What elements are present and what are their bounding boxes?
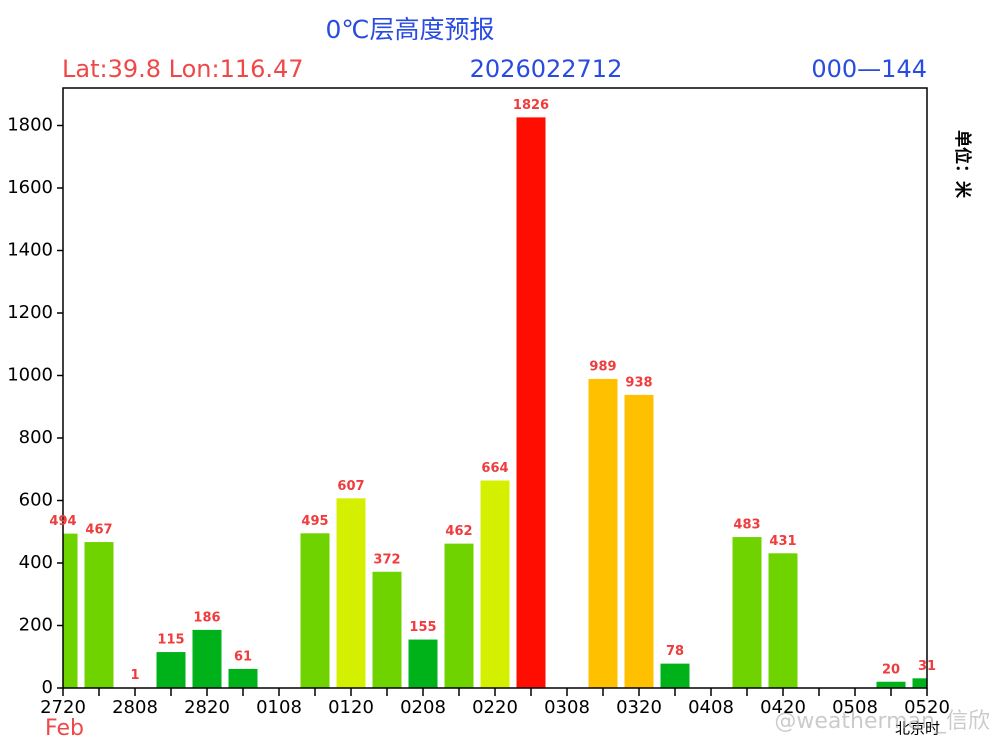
bar (912, 678, 927, 688)
value-label: 31 (918, 659, 936, 674)
x-tick-label: 0408 (688, 697, 734, 718)
value-label: 78 (666, 644, 684, 659)
bar (63, 533, 78, 688)
init-time: 2026022712 (470, 55, 623, 83)
unit-label: 单位：米 (952, 130, 973, 199)
y-tick-label: 1000 (7, 365, 53, 386)
x-tick-label: 2820 (184, 697, 230, 718)
value-label: 372 (373, 552, 400, 567)
y-tick-label: 800 (19, 427, 53, 448)
bar (480, 480, 510, 688)
x-tick-label: 0120 (328, 697, 374, 718)
bar (588, 378, 618, 688)
value-label: 20 (882, 662, 900, 677)
location: Lat:39.8 Lon:116.47 (62, 55, 304, 83)
bar (228, 668, 258, 688)
x-tick-label: 0208 (400, 697, 446, 718)
value-label: 495 (301, 514, 328, 529)
month-label: Feb (45, 716, 84, 741)
value-label: 467 (85, 523, 112, 538)
bar (516, 117, 546, 688)
watermark: @weatherman_信欣 (774, 709, 990, 734)
value-label: 938 (625, 375, 652, 390)
value-label: 483 (733, 518, 760, 533)
time-label: 北京时 (895, 720, 940, 738)
x-tick-label: 0220 (472, 697, 518, 718)
bar (444, 543, 474, 688)
bar (408, 639, 438, 688)
x-tick-label: 0108 (256, 697, 302, 718)
value-label: 115 (157, 633, 184, 648)
x-tick-label: 0508 (832, 697, 878, 718)
x-tick-label: 0320 (616, 697, 662, 718)
bar (768, 553, 798, 688)
value-label: 462 (445, 524, 472, 539)
plot-area (63, 117, 927, 688)
bar (372, 571, 402, 688)
bar (300, 533, 330, 688)
bar (84, 542, 114, 688)
bar (156, 652, 186, 688)
value-label: 186 (193, 610, 220, 625)
x-tick-label: 0308 (544, 697, 590, 718)
y-tick-label: 200 (19, 615, 53, 636)
x-tick-label: 0420 (760, 697, 806, 718)
x-tick-label: 0520 (904, 697, 950, 718)
y-tick-label: 1200 (7, 302, 53, 323)
bar (876, 681, 906, 688)
y-tick-label: 1600 (7, 177, 53, 198)
value-label: 1826 (513, 98, 549, 113)
x-tick-label: 2808 (112, 697, 158, 718)
value-label: 431 (769, 534, 796, 549)
chart-title: 0℃层高度预报 (326, 15, 495, 44)
value-label: 989 (589, 359, 616, 374)
bar (192, 629, 222, 688)
x-tick-label: 2720 (40, 697, 86, 718)
forecast-range: 000—144 (811, 55, 927, 83)
value-label: 1 (130, 668, 139, 683)
value-label: 155 (409, 620, 436, 635)
bar (336, 498, 366, 688)
y-tick-label: 1400 (7, 240, 53, 261)
y-tick-label: 0 (42, 677, 53, 698)
value-label: 494 (49, 514, 76, 529)
bar (624, 394, 654, 688)
value-label: 664 (481, 461, 508, 476)
bar (660, 663, 690, 688)
bar (732, 537, 762, 688)
y-tick-label: 1800 (7, 115, 53, 136)
value-label: 61 (234, 649, 252, 664)
value-label: 607 (337, 479, 364, 494)
y-tick-label: 400 (19, 552, 53, 573)
y-tick-label: 600 (19, 490, 53, 511)
